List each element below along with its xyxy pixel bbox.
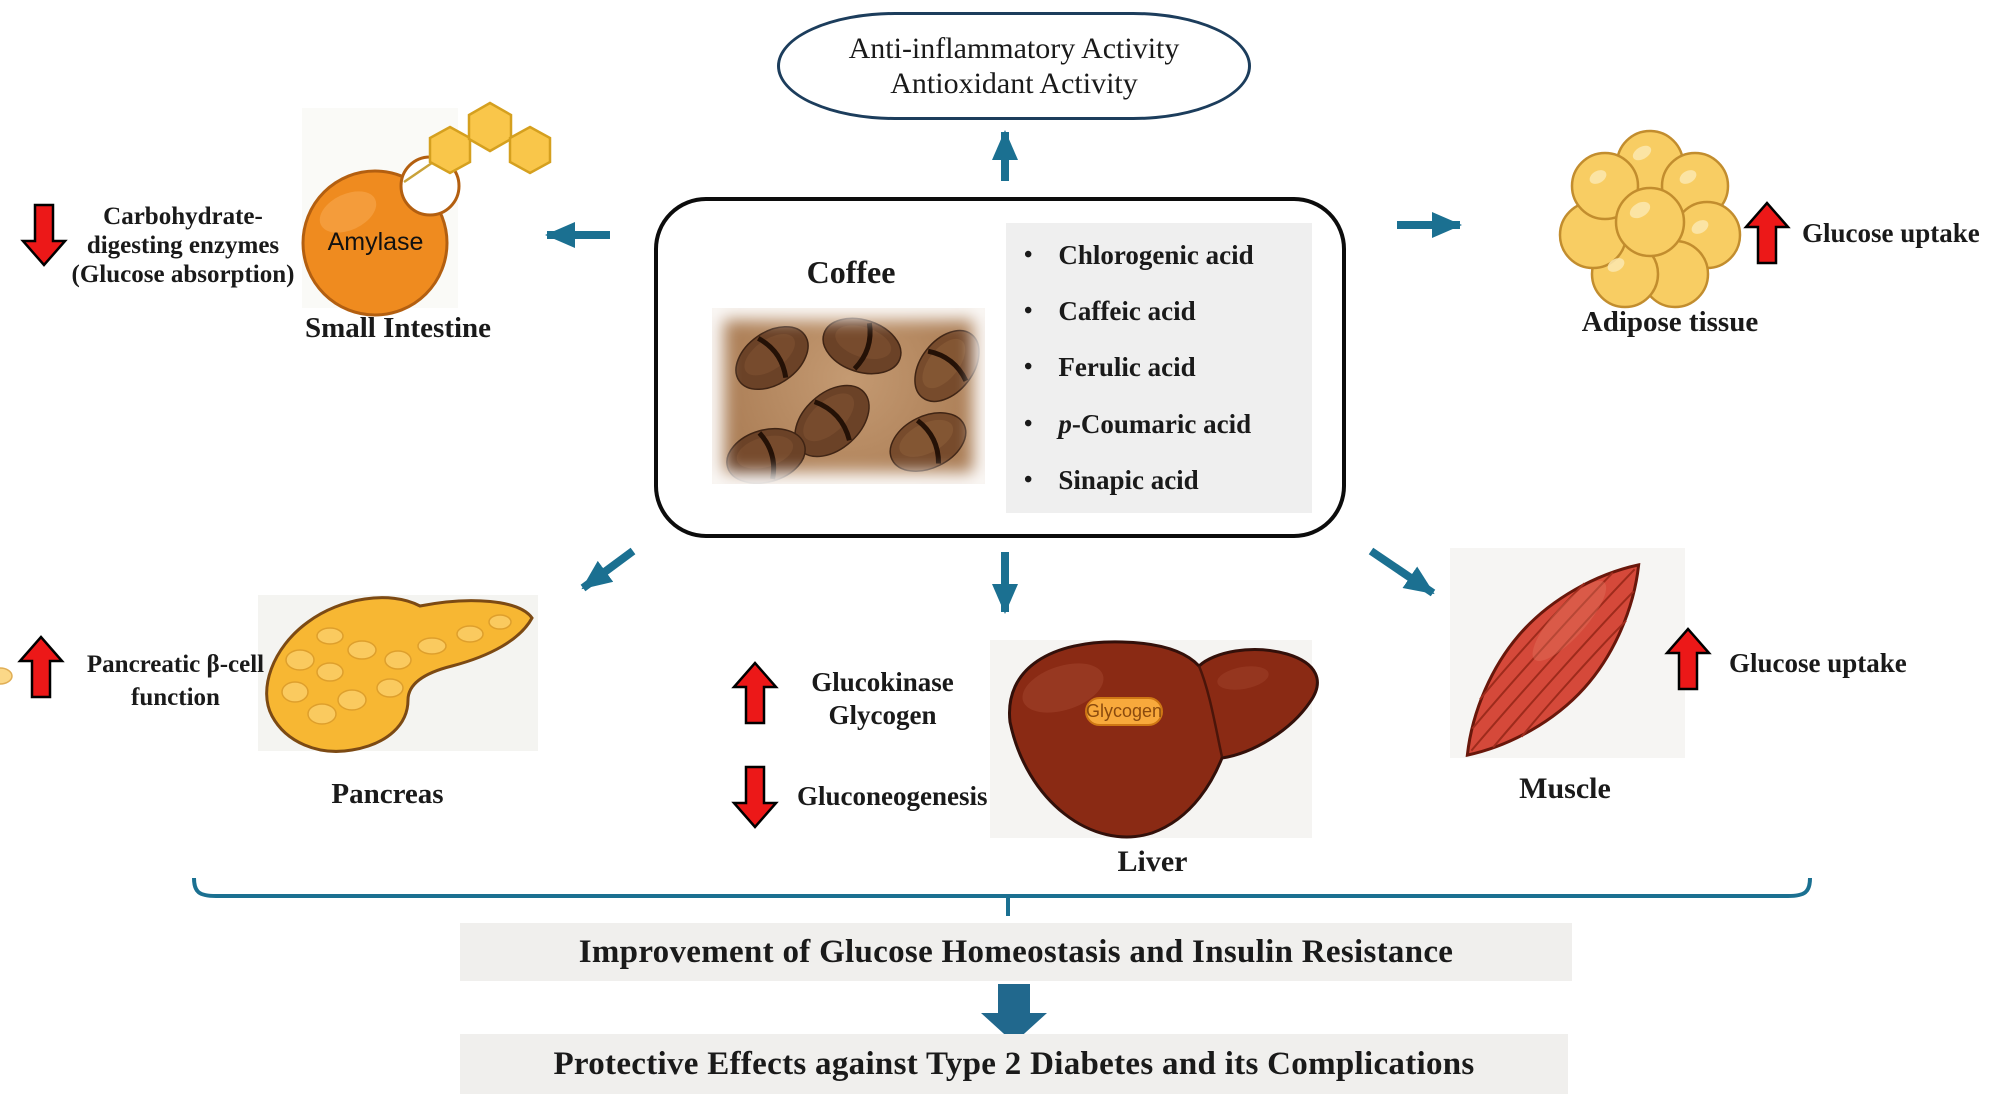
intestine-effect-line2: digesting enzymes	[86, 232, 280, 259]
amylase-organ	[301, 101, 552, 317]
liver-increase-line2: Glycogen	[828, 700, 937, 730]
acid-item: Sinapic acid	[1006, 465, 1312, 496]
liver-increase-text: Glucokinase Glycogen	[795, 666, 970, 732]
pancreas-effect-text: Pancreatic β-cell function	[73, 648, 278, 714]
arrow-to-muscle	[1368, 547, 1436, 597]
muscle-organ	[1465, 562, 1641, 758]
muscle-effect-text: Glucose uptake	[1729, 648, 1907, 678]
acid-item: Ferulic acid	[1006, 352, 1312, 383]
acid-list-panel: Chlorogenic acid Caffeic acid Ferulic ac…	[1006, 223, 1312, 513]
summary-bracket	[192, 877, 1812, 916]
pancreas-organ	[0, 596, 534, 753]
outcome-primary-text: Improvement of Glucose Homeostasis and I…	[578, 933, 1454, 970]
oval-line2: Antioxidant Activity	[890, 67, 1138, 100]
amylase-label: Amylase	[327, 228, 424, 256]
intestine-effect-text: Carbohydrate- digesting enzymes (Glucose…	[58, 202, 308, 289]
adipose-organ	[1558, 129, 1742, 309]
arrow-to-pancreas	[580, 547, 636, 592]
coffee-beans-drawing	[726, 317, 980, 484]
outcome-final-text: Protective Effects against Type 2 Diabet…	[553, 1045, 1475, 1082]
liver-decrease-text: Gluconeogenesis	[797, 781, 988, 811]
glycogen-tag: Glycogen	[1085, 697, 1163, 726]
acid-label: Sinapic acid	[1058, 465, 1199, 496]
pancreas-caption: Pancreas	[331, 778, 444, 810]
liver-increase-arrow	[732, 661, 778, 725]
intestine-effect-line3: (Glucose absorption)	[71, 261, 295, 288]
acid-item: p-Coumaric acid	[1006, 409, 1312, 440]
liver-caption: Liver	[1117, 845, 1188, 878]
adipose-increase-arrow	[1744, 201, 1790, 265]
muscle-caption: Muscle	[1519, 772, 1611, 805]
acid-label: Chlorogenic acid	[1058, 239, 1254, 270]
intestine-caption: Small Intestine	[304, 312, 492, 344]
adipose-caption: Adipose tissue	[1581, 306, 1759, 338]
acid-label: Ferulic acid	[1058, 352, 1196, 383]
acid-item: Chlorogenic acid	[1006, 240, 1312, 271]
pancreas-increase-arrow	[18, 635, 64, 699]
activity-oval: Anti-inflammatory Activity Antioxidant A…	[777, 12, 1251, 120]
intestine-effect-line1: Carbohydrate-	[103, 203, 263, 230]
acid-item: Caffeic acid	[1006, 296, 1312, 327]
acid-label: Caffeic acid	[1058, 296, 1196, 327]
liver-increase-line1: Glucokinase	[811, 667, 954, 697]
outcome-primary-box: Improvement of Glucose Homeostasis and I…	[460, 923, 1572, 981]
liver-decrease-arrow	[732, 765, 778, 829]
oval-line1: Anti-inflammatory Activity	[848, 32, 1180, 65]
sugar-hexagons	[428, 101, 552, 175]
adipose-effect-text: Glucose uptake	[1802, 218, 1980, 248]
pancreas-effect-line2: function	[131, 684, 220, 711]
acid-label: p-Coumaric acid	[1058, 408, 1252, 439]
outcome-down-arrow	[981, 984, 1047, 1043]
coffee-title: Coffee	[806, 254, 896, 290]
liver-organ	[1008, 640, 1319, 839]
outcome-final-box: Protective Effects against Type 2 Diabet…	[460, 1034, 1568, 1094]
pancreas-effect-line1: Pancreatic β-cell	[86, 651, 265, 678]
coffee-beans-image	[712, 308, 985, 484]
